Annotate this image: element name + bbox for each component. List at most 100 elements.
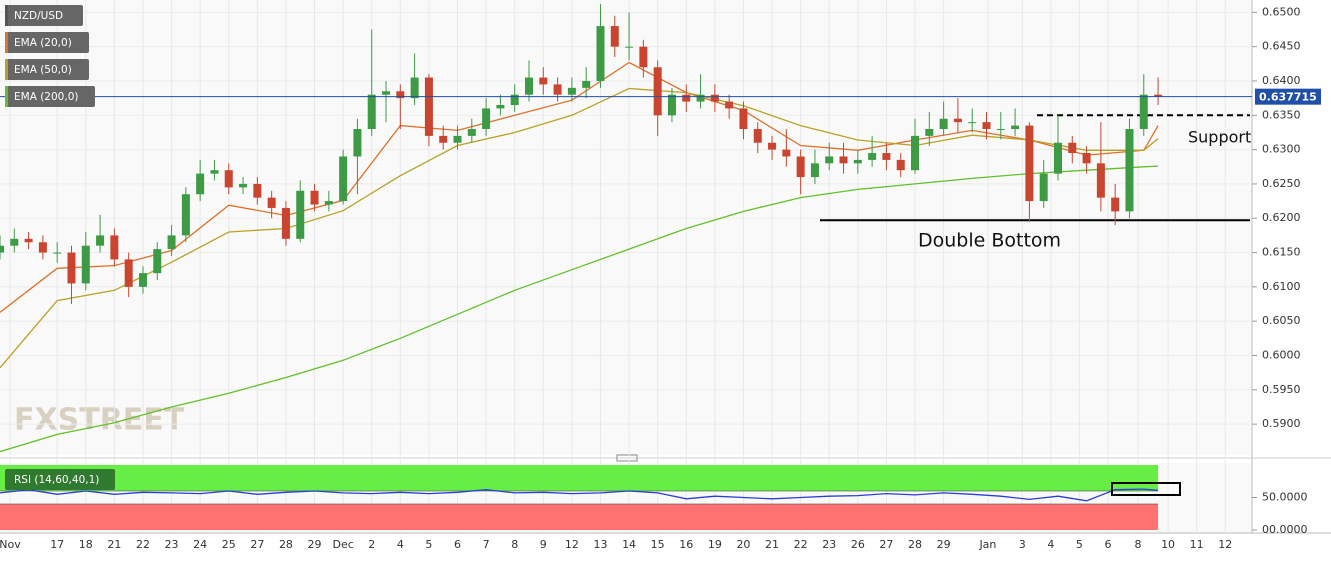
- legend-swatch: [5, 59, 8, 80]
- x-tick-label: 20: [736, 538, 750, 551]
- x-tick-label: 5: [425, 538, 432, 551]
- candle-body: [1125, 129, 1134, 212]
- y-tick-label: 0.5950: [1262, 383, 1301, 396]
- x-tick-label: 23: [822, 538, 836, 551]
- candle-body: [1053, 142, 1062, 174]
- x-tick-label: 27: [879, 538, 893, 551]
- candle-body: [439, 135, 448, 143]
- x-tick-label: 7: [483, 538, 490, 551]
- candle-body: [567, 87, 576, 95]
- candle-body: [1096, 163, 1105, 198]
- candle-body: [1039, 173, 1048, 202]
- candle-body: [24, 238, 33, 243]
- x-tick-label: 17: [50, 538, 64, 551]
- resize-handle[interactable]: [616, 454, 638, 462]
- candle-body: [725, 101, 734, 109]
- x-tick-label: 16: [679, 538, 693, 551]
- last-price-box: [1255, 88, 1321, 105]
- x-tick-label: 15: [651, 538, 665, 551]
- candle-body: [553, 84, 562, 95]
- x-tick-label: 12: [565, 538, 579, 551]
- candle-body: [911, 135, 920, 171]
- candle-body: [210, 170, 219, 174]
- x-tick-label: 5: [1076, 538, 1083, 551]
- x-tick-label: 24: [193, 538, 207, 551]
- last-price-label: 0.637715: [1259, 91, 1317, 104]
- candle-body: [925, 129, 934, 136]
- y-tick-label: 0.6300: [1262, 143, 1301, 156]
- candle-body: [196, 173, 205, 195]
- candle-body: [768, 142, 777, 150]
- legend-swatch: [5, 32, 8, 53]
- legend-box: [5, 59, 89, 80]
- y-tick-label: 0.6400: [1262, 74, 1301, 87]
- candle-body: [853, 159, 862, 164]
- candle-body: [453, 135, 462, 143]
- x-tick-label: 29: [937, 538, 951, 551]
- x-tick-label: 6: [454, 538, 461, 551]
- x-tick-label: 22: [794, 538, 808, 551]
- x-tick-label: 22: [136, 538, 150, 551]
- candle-body: [296, 190, 305, 239]
- x-tick-label: Dec: [332, 538, 353, 551]
- y-tick-label: 00.0000: [1262, 523, 1308, 536]
- candle-body: [1082, 153, 1091, 164]
- y-tick-label: 0.6450: [1262, 40, 1301, 53]
- candle-body: [367, 94, 376, 130]
- candle-body: [825, 156, 834, 164]
- candle-body: [167, 235, 176, 250]
- y-tick-label: 0.6250: [1262, 177, 1301, 190]
- candle-body: [639, 46, 648, 68]
- y-tick-label: 0.6100: [1262, 280, 1301, 293]
- legend-label: EMA (20,0): [14, 37, 72, 49]
- candle-body: [582, 80, 591, 88]
- candle-body: [882, 153, 891, 160]
- candle-body: [10, 238, 19, 246]
- y-tick-label: 0.6350: [1262, 108, 1301, 121]
- candle-body: [739, 108, 748, 130]
- candle-body: [782, 149, 791, 157]
- x-tick-label: 11: [1190, 538, 1204, 551]
- candle-body: [667, 94, 676, 116]
- legend-box: [5, 5, 83, 26]
- x-tick-label: 9: [540, 538, 547, 551]
- candle-body: [539, 77, 548, 85]
- y-tick-label: 0.6000: [1262, 348, 1301, 361]
- legend-swatch: [5, 5, 8, 26]
- y-tick-label: 50.0000: [1262, 491, 1308, 504]
- candle-body: [696, 94, 705, 102]
- x-tick-label: 21: [765, 538, 779, 551]
- candle-body: [67, 252, 76, 284]
- candle-body: [810, 163, 819, 178]
- candle-body: [868, 153, 877, 160]
- x-tick-label: 28: [908, 538, 922, 551]
- candle-body: [682, 94, 691, 102]
- rsi-label-box: [5, 469, 115, 490]
- candle-body: [796, 156, 805, 178]
- candle-body: [53, 252, 62, 254]
- x-tick-label: 8: [1135, 538, 1142, 551]
- candle-body: [253, 183, 262, 198]
- x-tick-label: 25: [222, 538, 236, 551]
- upper-zone: [0, 465, 1159, 491]
- x-tick-label: 23: [165, 538, 179, 551]
- candle-body: [1068, 142, 1077, 154]
- x-tick-label: 6: [1105, 538, 1112, 551]
- candle-body: [138, 273, 147, 287]
- candle-body: [467, 129, 476, 136]
- legend-label: NZD/USD: [14, 10, 63, 22]
- candle-body: [896, 159, 905, 171]
- x-tick-label: 10: [1161, 538, 1175, 551]
- candle-body: [968, 122, 977, 124]
- candle-body: [181, 194, 190, 236]
- x-tick-label: 8: [511, 538, 518, 551]
- candle-body: [939, 118, 948, 130]
- x-tick-label: Jan: [978, 538, 996, 551]
- candle-body: [339, 156, 348, 202]
- y-tick-label: 0.6200: [1262, 211, 1301, 224]
- rsi-highlight-box: [1111, 482, 1181, 496]
- rsi-line: [0, 488, 1159, 502]
- x-tick-label: 27: [250, 538, 264, 551]
- candle-body: [81, 245, 90, 284]
- x-tick-label: 4: [397, 538, 404, 551]
